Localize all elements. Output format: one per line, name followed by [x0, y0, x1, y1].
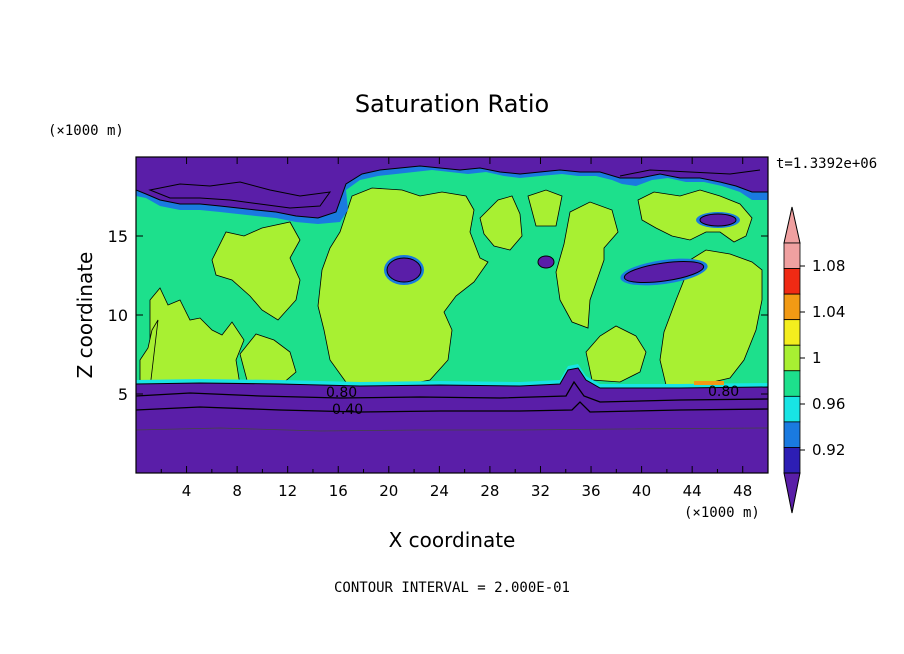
- contour-label: 0.80: [326, 385, 357, 401]
- x-tick-label: 32: [531, 482, 550, 500]
- x-tick-label: 24: [430, 482, 449, 500]
- colorbar-bottom-arrow: [783, 472, 801, 514]
- y-tick-label: 15: [108, 227, 128, 246]
- colorbar-box: [783, 395, 801, 423]
- y-tick-label: 5: [118, 385, 128, 404]
- chart-title: Saturation Ratio: [355, 90, 549, 118]
- contour-line-080: [136, 380, 768, 403]
- x-axis: 4 8 12 16 20 24 28 32 36 40 44 48: [160, 157, 752, 500]
- supersaturated-streak: [694, 381, 724, 385]
- colorbar-top-arrow: [783, 206, 801, 244]
- colorbar: 0.92 0.96 1 1.04 1.08: [783, 206, 845, 514]
- x-tick-label: 16: [329, 482, 348, 500]
- contour-field: 0.80 0.40 0.80: [136, 157, 768, 473]
- dry-upper-layer: [136, 157, 768, 219]
- colorbar-box: [783, 293, 801, 321]
- x-tick-label: 28: [480, 482, 499, 500]
- y-tick-label: 10: [108, 306, 128, 325]
- x-tick-label: 12: [278, 482, 297, 500]
- x-tick-label: 48: [733, 482, 752, 500]
- contour-interval-note: CONTOUR INTERVAL = 2.000E-01: [334, 580, 570, 596]
- x-tick-label: 40: [632, 482, 651, 500]
- colorbar-label: 0.96: [812, 395, 845, 413]
- contour-line-lower: [136, 427, 768, 432]
- supersaturation-patches: [139, 187, 763, 389]
- x-tick-label: 4: [182, 482, 192, 500]
- colorbar-label: 0.92: [812, 441, 845, 459]
- colorbar-box: [783, 421, 801, 448]
- contour-label: 0.40: [332, 402, 363, 418]
- upper-contour-line: [619, 169, 761, 177]
- dry-pockets: [384, 212, 740, 286]
- x-tick-label: 36: [581, 482, 600, 500]
- x-tick-label: 44: [683, 482, 702, 500]
- y-axis-label: Z coordinate: [73, 252, 97, 379]
- colorbar-label: 1: [812, 349, 822, 367]
- x-tick-label: 8: [232, 482, 242, 500]
- colorbar-box: [783, 242, 801, 269]
- colorbar-box: [783, 319, 801, 346]
- colorbar-box: [783, 344, 801, 372]
- x-unit-label: (×1000 m): [684, 505, 760, 521]
- colorbar-box: [783, 370, 801, 397]
- dry-lower-layer: [136, 367, 768, 473]
- upper-contour-line: [148, 181, 332, 209]
- contour-label: 0.80: [708, 384, 739, 400]
- time-label: t=1.3392e+06: [776, 156, 877, 172]
- x-tick-label: 20: [379, 482, 398, 500]
- colorbar-box: [783, 268, 801, 295]
- colorbar-label: 1.04: [812, 303, 845, 321]
- contour-line-040: [136, 401, 768, 413]
- y-axis: 5 10 15: [108, 227, 768, 404]
- x-axis-label: X coordinate: [389, 528, 516, 552]
- colorbar-box: [783, 447, 801, 474]
- colorbar-label: 1.08: [812, 257, 845, 275]
- y-unit-label: (×1000 m): [48, 123, 124, 139]
